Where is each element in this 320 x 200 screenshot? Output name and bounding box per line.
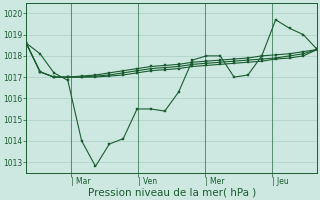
X-axis label: Pression niveau de la mer( hPa ): Pression niveau de la mer( hPa ) — [88, 187, 256, 197]
